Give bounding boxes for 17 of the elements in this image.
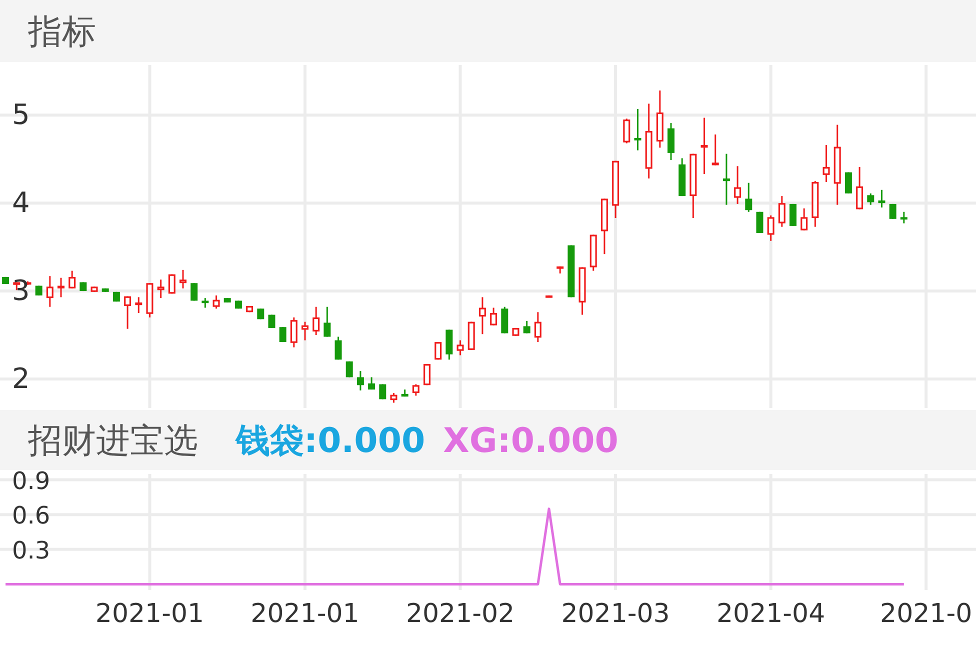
text: XG:0.000 [443, 421, 618, 461]
y-tick-label: 5 [12, 98, 30, 132]
x-tick-label: 2021-0 [880, 599, 972, 629]
y-tick-label: 0.3 [12, 536, 50, 564]
x-tick-label: 2021-02 [406, 599, 515, 629]
x-tick-label: 2021-01 [95, 599, 204, 629]
chart-title: 招财进宝选 [27, 421, 198, 461]
y-tick-label: 2 [12, 362, 30, 395]
x-tick-label: 2021-04 [716, 599, 826, 629]
y-tick-label: 3 [12, 274, 30, 308]
x-tick-label: 2021-03 [561, 599, 670, 629]
y-tick-label: 0.9 [12, 466, 50, 495]
text: 钱袋:0.000 [234, 421, 426, 461]
y-tick-label: 4 [12, 186, 30, 220]
y-tick-label: 0.6 [12, 502, 50, 530]
chart-title: 指标 [27, 12, 96, 52]
x-tick-label: 2021-01 [250, 599, 360, 629]
